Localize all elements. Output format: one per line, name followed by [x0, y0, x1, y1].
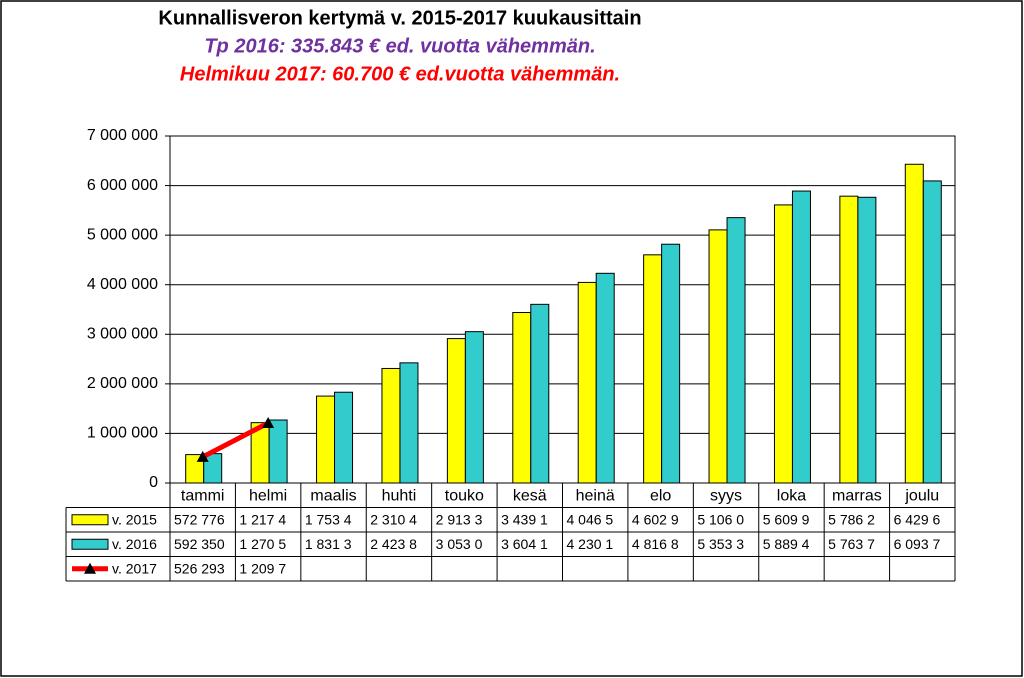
- table-cell: 3 439 1: [501, 511, 548, 527]
- table-cell: 2 423 8: [370, 536, 417, 552]
- table-cell: 3 604 1: [501, 536, 548, 552]
- x-tick-label: touko: [445, 487, 484, 504]
- x-tick-label: marras: [832, 487, 882, 504]
- table-cell: 4 602 9: [632, 511, 679, 527]
- x-tick-label: maalis: [310, 487, 356, 504]
- table-cell: 4 230 1: [567, 536, 614, 552]
- table-cell: 4 046 5: [567, 511, 614, 527]
- legend-swatch: [71, 538, 109, 550]
- marker: [262, 417, 275, 429]
- bar: [643, 254, 663, 484]
- marker: [196, 450, 209, 462]
- table-cell: 1 753 4: [305, 511, 352, 527]
- bar: [577, 281, 597, 484]
- bar: [268, 419, 288, 484]
- legend-label: v. 2015: [112, 511, 157, 527]
- y-tick-label: 1 000 000: [87, 425, 158, 442]
- x-tick-label: huhti: [382, 487, 417, 504]
- bar: [857, 196, 877, 484]
- table-cell: 5 609 9: [763, 511, 810, 527]
- table-cell: 4 816 8: [632, 536, 679, 552]
- y-tick-label: 7 000 000: [87, 127, 158, 144]
- table-cell: 5 353 3: [697, 536, 744, 552]
- bar: [399, 362, 419, 484]
- table-cell: 5 786 2: [828, 511, 875, 527]
- bar: [661, 243, 681, 484]
- chart-title: Kunnallisveron kertymä v. 2015-2017 kuuk…: [158, 7, 641, 29]
- y-tick-label: 3 000 000: [87, 326, 158, 343]
- y-tick-label: 4 000 000: [87, 276, 158, 293]
- bar: [446, 338, 466, 484]
- bar: [922, 180, 942, 484]
- table-cell: 2 310 4: [370, 511, 417, 527]
- bar: [316, 395, 336, 484]
- bar: [708, 229, 728, 484]
- x-tick-label: kesä: [513, 487, 547, 504]
- y-tick-label: 6 000 000: [87, 177, 158, 194]
- bar: [773, 204, 793, 484]
- x-tick-label: tammi: [181, 487, 225, 504]
- table-cell: 2 913 3: [436, 511, 483, 527]
- line: [201, 420, 270, 460]
- x-tick-label: helmi: [249, 487, 287, 504]
- x-tick-label: heinä: [576, 487, 615, 504]
- x-tick-label: syys: [710, 487, 742, 504]
- bar: [381, 367, 401, 484]
- bar: [464, 331, 484, 484]
- table-cell: 1 270 5: [239, 536, 286, 552]
- legend-marker: [84, 562, 96, 574]
- bar: [512, 312, 532, 484]
- bar: [726, 217, 746, 484]
- table-cell: 526 293: [174, 560, 225, 576]
- x-tick-label: elo: [650, 487, 671, 504]
- x-tick-label: loka: [777, 487, 806, 504]
- bar: [839, 195, 859, 484]
- bar: [530, 303, 550, 484]
- legend-label: v. 2016: [112, 536, 157, 552]
- table-cell: 572 776: [174, 511, 225, 527]
- table-cell: 592 350: [174, 536, 225, 552]
- chart-subtitle: Tp 2016: 335.843 € ed. vuotta vähemmän.: [204, 35, 595, 57]
- legend-label: v. 2017: [112, 560, 157, 576]
- table-cell: 5 889 4: [763, 536, 810, 552]
- x-tick-label: joulu: [904, 487, 939, 504]
- bar: [904, 163, 924, 484]
- table-cell: 5 106 0: [697, 511, 744, 527]
- table-cell: 3 053 0: [436, 536, 483, 552]
- bar: [791, 190, 811, 484]
- legend-swatch: [71, 514, 109, 526]
- table-cell: 1 217 4: [239, 511, 286, 527]
- table-cell: 1 209 7: [239, 560, 286, 576]
- y-tick-label: 5 000 000: [87, 226, 158, 243]
- table-cell: 1 831 3: [305, 536, 352, 552]
- y-tick-label: 0: [149, 474, 158, 491]
- table-cell: 6 093 7: [894, 536, 941, 552]
- table-cell: 6 429 6: [894, 511, 941, 527]
- table-cell: 5 763 7: [828, 536, 875, 552]
- bar: [595, 272, 615, 484]
- annotation: Helmikuu 2017: 60.700 € ed.vuotta vähemm…: [180, 63, 620, 85]
- y-tick-label: 2 000 000: [87, 375, 158, 392]
- bar: [334, 391, 354, 484]
